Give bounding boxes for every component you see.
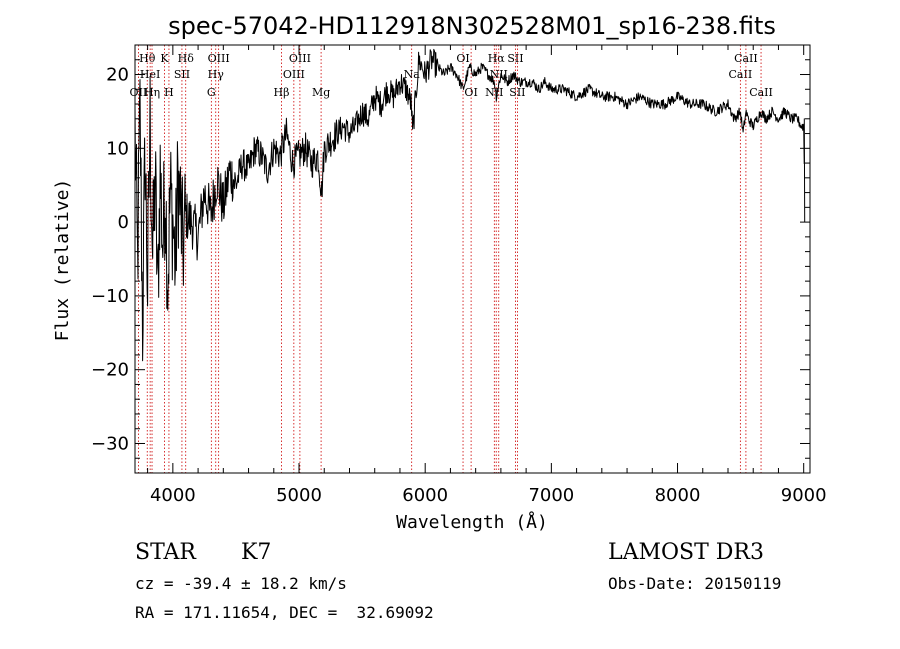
- y-tick-label-2: −10: [91, 286, 129, 307]
- y-tick-label-0: −30: [91, 433, 129, 454]
- line-label-16: OI: [456, 52, 469, 65]
- x-tick-label-3: 7000: [528, 485, 574, 506]
- redshift-velocity: cz = -39.4 ± 18.2 km/s: [135, 574, 347, 593]
- line-label-8: Hγ: [208, 68, 225, 81]
- x-tick-label-2: 6000: [402, 485, 448, 506]
- line-label-25: CaII: [749, 86, 773, 99]
- x-axis-label: Wavelength (Å): [396, 511, 548, 533]
- spectrum-series: [134, 48, 806, 362]
- line-label-10: OIII: [208, 52, 230, 65]
- plot-frame: [134, 44, 811, 474]
- line-label-12: OIII: [283, 68, 305, 81]
- line-label-13: OIII: [289, 52, 311, 65]
- observation-date: Obs-Date: 20150119: [608, 574, 782, 593]
- y-axis-label: Flux (relative): [52, 179, 73, 342]
- axes: 4000 5000 6000 7000 8000 9000 −30 −20 −10 0 10 20: [91, 44, 827, 506]
- line-label-11: Hβ: [274, 86, 290, 99]
- line-label-18: NII: [485, 86, 503, 99]
- line-label-0: OII: [130, 86, 148, 99]
- line-label-21: SII: [507, 52, 523, 65]
- spectrum-line: [134, 48, 806, 362]
- line-label-3: Hη: [144, 86, 160, 99]
- line-label-2: HeI: [140, 68, 160, 81]
- line-label-4: K: [160, 52, 169, 65]
- spectral-subclass: K7: [241, 540, 272, 565]
- line-label-17: OI: [464, 86, 477, 99]
- line-markers: OIIHθHeIHηKHSIIHδHγGOIIIHβOIIIOIIIMgNaOI…: [130, 45, 773, 473]
- line-label-1: Hθ: [139, 52, 156, 65]
- x-tick-label-4: 8000: [655, 485, 701, 506]
- coordinates: RA = 171.11654, DEC = 32.69092: [135, 603, 434, 622]
- line-label-19: Hα: [488, 52, 506, 65]
- y-tick-label-1: −20: [91, 360, 129, 381]
- x-tick-label-5: 9000: [781, 485, 827, 506]
- line-label-24: CaII: [734, 52, 758, 65]
- y-tick-label-3: 0: [118, 212, 129, 233]
- line-label-22: SII: [509, 86, 525, 99]
- line-label-6: SII: [174, 68, 190, 81]
- survey-label: LAMOST DR3: [608, 540, 764, 565]
- line-label-15: Na: [404, 68, 421, 81]
- line-label-23: CaII: [729, 68, 753, 81]
- x-tick-label-0: 4000: [150, 485, 196, 506]
- chart-title: spec-57042-HD112918N302528M01_sp16-238.f…: [168, 12, 776, 40]
- x-tick-label-1: 5000: [276, 485, 322, 506]
- line-label-7: Hδ: [178, 52, 195, 65]
- y-tick-label-5: 20: [106, 65, 129, 86]
- line-label-5: H: [164, 86, 174, 99]
- line-label-14: Mg: [312, 86, 330, 99]
- object-class: STAR: [135, 540, 196, 565]
- line-label-9: G: [207, 86, 216, 99]
- y-tick-label-4: 10: [106, 138, 129, 159]
